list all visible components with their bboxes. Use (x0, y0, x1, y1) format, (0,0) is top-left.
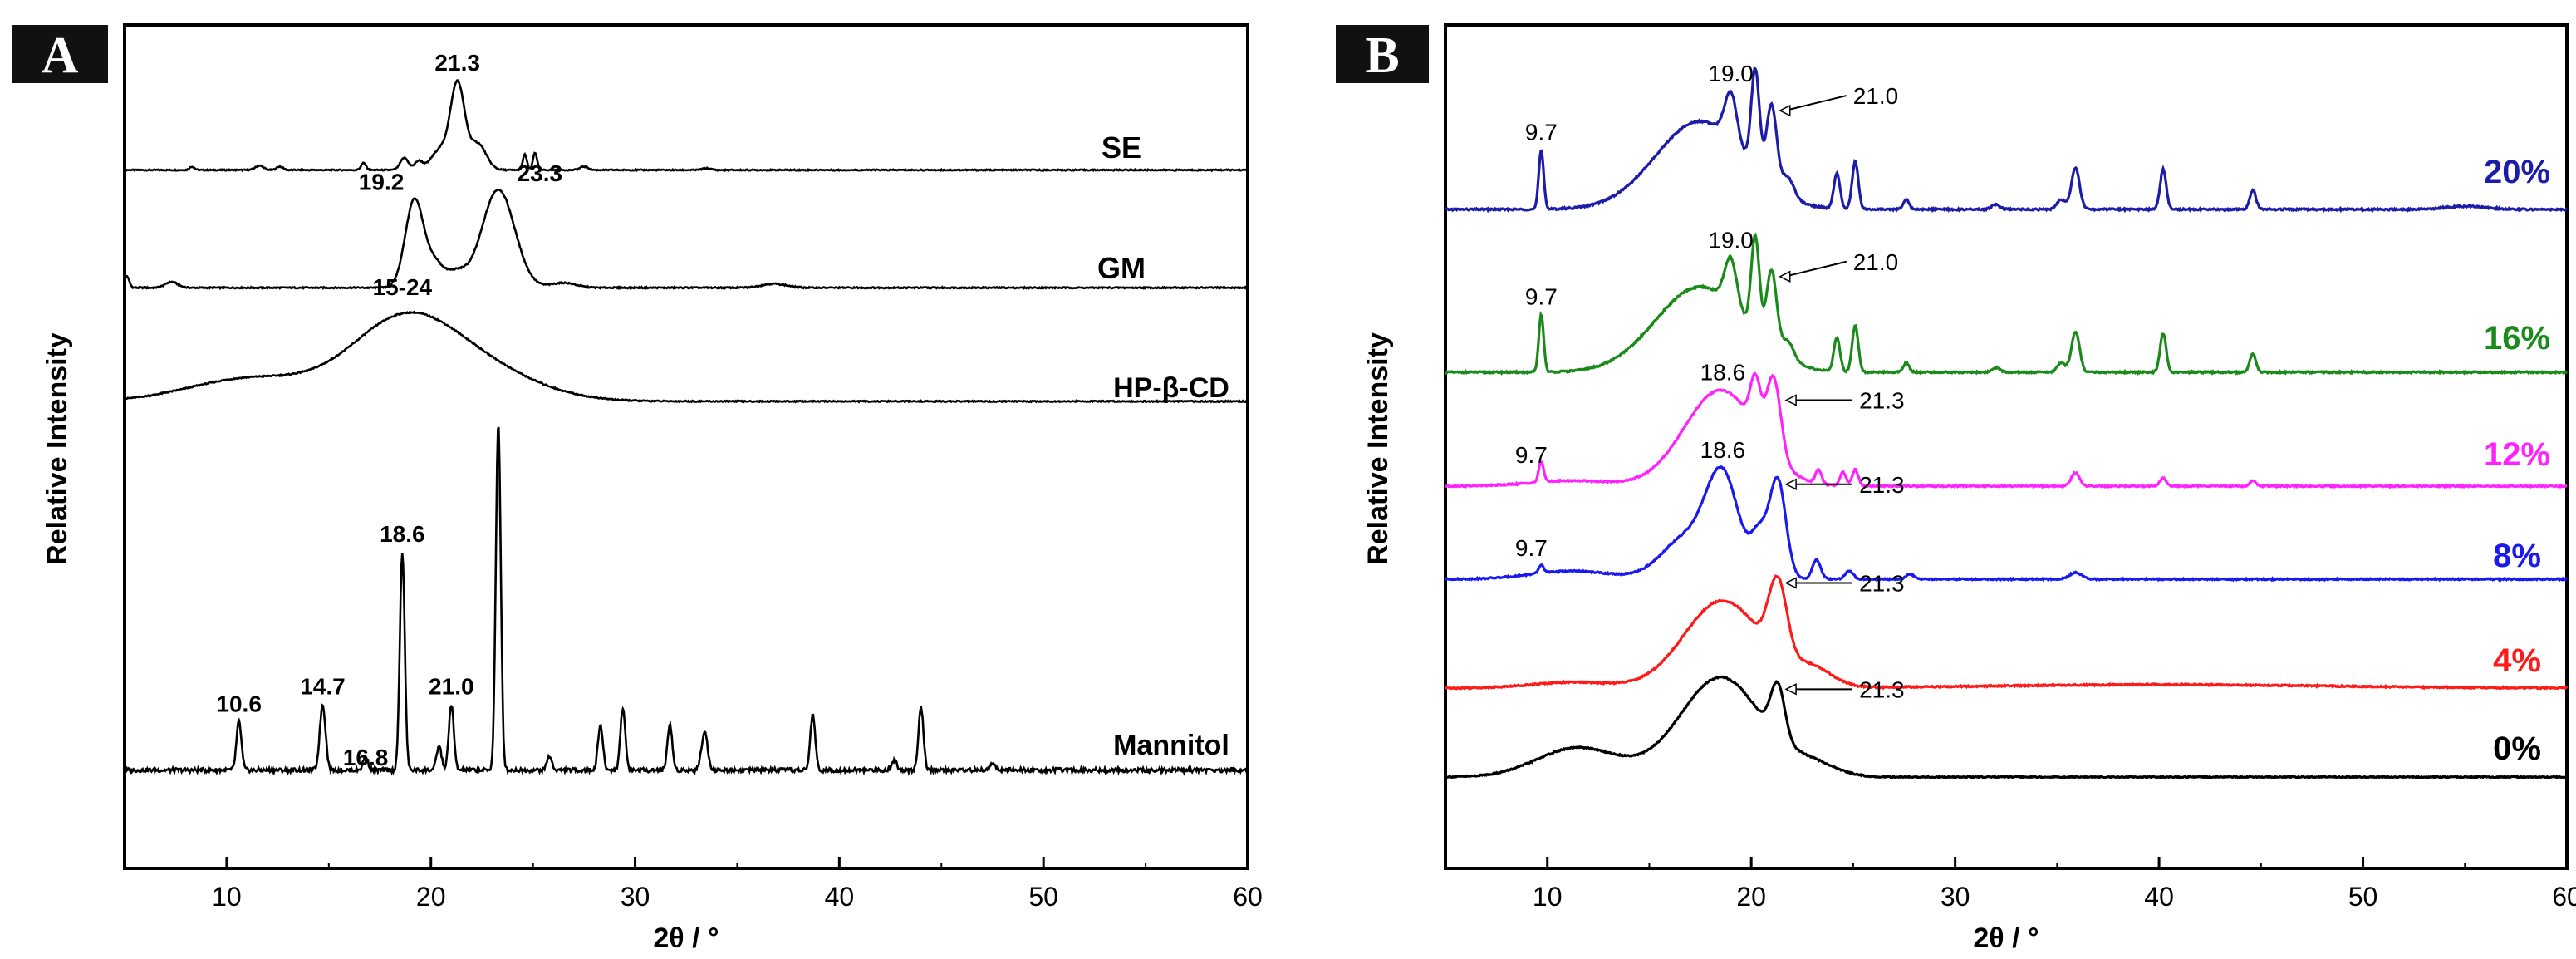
x-tick-label: 50 (2348, 882, 2378, 912)
x-tick-label: 10 (1533, 882, 1563, 912)
series-label: GM (1097, 251, 1146, 285)
arrow-head (1779, 270, 1791, 283)
panel-a-label-box (12, 25, 108, 83)
series-label: 4% (2493, 642, 2541, 679)
series-label: 16% (2484, 320, 2550, 357)
peak-annotation: 9.7 (1515, 535, 1548, 561)
arrow-head (1784, 394, 1797, 406)
series-label: 20% (2484, 154, 2550, 190)
panel-b-y-axis-label: Relative Intensity (1362, 332, 1394, 565)
peak-annotation: 21.0 (429, 673, 474, 699)
x-tick-label: 40 (825, 882, 855, 912)
series-line-4- (1445, 574, 2569, 691)
x-tick-label: 60 (1233, 882, 1263, 912)
series-line-20- (1445, 66, 2569, 214)
series-label: SE (1102, 130, 1141, 165)
peak-annotation: 18.6 (380, 521, 425, 547)
arrow-head (1784, 478, 1797, 490)
peak-annotation: 21.3 (434, 50, 480, 76)
panel-a-series-group (123, 79, 1249, 777)
peak-annotation: 9.7 (1525, 119, 1558, 145)
x-tick-label: 40 (2144, 882, 2174, 912)
panel-a-x-axis-label: 2θ / ° (653, 922, 719, 954)
peak-annotation: 14.7 (300, 674, 346, 700)
x-tick-label: 20 (1736, 882, 1766, 912)
peak-annotation: 21.3 (1859, 570, 1905, 596)
peak-annotation: 21.3 (1859, 676, 1905, 702)
series-label: 8% (2493, 538, 2541, 574)
annotation-arrow (1784, 95, 1847, 112)
peak-annotation: 18.6 (1700, 360, 1746, 386)
x-tick-label: 30 (621, 882, 650, 912)
panel-b: B Relative Intensity 2θ / ° 10 20 30 40 50 60… (1336, 23, 2576, 954)
panel-a-x-axis: 10 20 30 40 50 60 (124, 857, 1263, 912)
series-label: Mannitol (1113, 730, 1229, 761)
peak-annotation: 21.0 (1853, 249, 1899, 275)
series-line-8- (1445, 465, 2568, 583)
x-tick-label: 50 (1028, 882, 1058, 912)
panel-b-plot-frame (1444, 23, 2569, 870)
series-line-mannitol (124, 426, 1249, 777)
peak-annotation: 21.3 (1859, 387, 1905, 413)
panel-a-plot-frame (123, 23, 1249, 870)
series-line-gm (123, 188, 1249, 291)
series-label: 12% (2484, 436, 2550, 473)
panel-b-x-axis: 10 20 30 40 50 60 (1445, 857, 2576, 912)
panel-a-annotations: SE 21.3 GM 19.2 23.3 HP-β-CD 15-24 Mannitol 10.6… (216, 50, 1229, 770)
peak-annotation: 10.6 (216, 691, 262, 716)
panel-b-x-axis-label: 2θ / ° (1973, 922, 2039, 954)
series-label: 0% (2493, 730, 2541, 767)
panel-b-annotations: 20% 9.7 19.0 21.0 16% 9.7 19.0 21.0 12% 9.7 18.6 21… (1515, 61, 2550, 767)
arrow-head (1784, 683, 1797, 696)
peak-annotation: 16.8 (343, 745, 389, 770)
peak-annotation: 15-24 (373, 274, 433, 300)
panel-a: A Relative Intensity 2θ / ° 10 20 30 40 50 60… (12, 23, 1263, 954)
series-line-hp-cd (124, 310, 1249, 404)
peak-annotation: 23.3 (518, 160, 563, 186)
panel-b-label: B (1365, 27, 1399, 84)
peak-annotation: 19.0 (1708, 227, 1754, 253)
peak-annotation: 9.7 (1525, 284, 1558, 310)
x-tick-label: 10 (212, 882, 242, 912)
panel-b-label-box (1336, 25, 1429, 83)
series-label: HP-β-CD (1113, 372, 1229, 404)
series-line-se (123, 79, 1249, 173)
series-line-0- (1445, 675, 2568, 780)
panel-b-series-group (1444, 66, 2569, 780)
x-tick-label: 30 (1941, 882, 1970, 912)
x-tick-label: 20 (416, 882, 446, 912)
arrow-head (1784, 577, 1797, 589)
peak-annotation: 18.6 (1700, 437, 1746, 463)
panel-a-label: A (42, 27, 79, 84)
series-line-16- (1444, 232, 2568, 376)
peak-annotation: 19.2 (359, 170, 405, 195)
peak-annotation: 9.7 (1515, 442, 1548, 468)
series-line-12- (1445, 371, 2568, 489)
peak-annotation: 21.0 (1853, 83, 1899, 109)
x-tick-label: 60 (2552, 882, 2576, 912)
peak-annotation: 21.3 (1859, 472, 1905, 498)
arrow-head (1779, 104, 1791, 117)
panel-a-y-axis-label: Relative Intensity (42, 332, 73, 565)
peak-annotation: 19.0 (1708, 61, 1754, 86)
annotation-arrow (1784, 260, 1847, 278)
